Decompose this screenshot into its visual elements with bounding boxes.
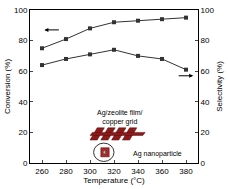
svg-text:360: 360	[155, 167, 169, 176]
svg-text:280: 280	[59, 167, 73, 176]
svg-text:320: 320	[107, 167, 121, 176]
svg-text:0: 0	[201, 159, 206, 168]
svg-text:100: 100	[14, 6, 28, 15]
svg-text:Temperature (°C): Temperature (°C)	[83, 176, 145, 185]
svg-text:Conversion (%): Conversion (%)	[3, 59, 12, 114]
svg-text:80: 80	[18, 36, 27, 45]
svg-text:380: 380	[179, 167, 193, 176]
svg-text:Ag/zeolite film/copper grid: Ag/zeolite film/copper grid	[97, 109, 143, 126]
svg-text:Selectivity (%): Selectivity (%)	[215, 61, 224, 112]
svg-text:340: 340	[131, 167, 145, 176]
svg-text:100: 100	[201, 6, 215, 15]
svg-text:80: 80	[201, 36, 210, 45]
svg-text:60: 60	[18, 67, 27, 76]
svg-text:Ag nanoparticle: Ag nanoparticle	[133, 150, 182, 158]
svg-text:0: 0	[23, 159, 28, 168]
svg-text:40: 40	[201, 98, 210, 107]
svg-text:60: 60	[201, 67, 210, 76]
svg-text:40: 40	[18, 98, 27, 107]
svg-text:20: 20	[201, 128, 210, 137]
svg-text:20: 20	[18, 128, 27, 137]
svg-text:260: 260	[35, 167, 49, 176]
svg-text:300: 300	[83, 167, 97, 176]
